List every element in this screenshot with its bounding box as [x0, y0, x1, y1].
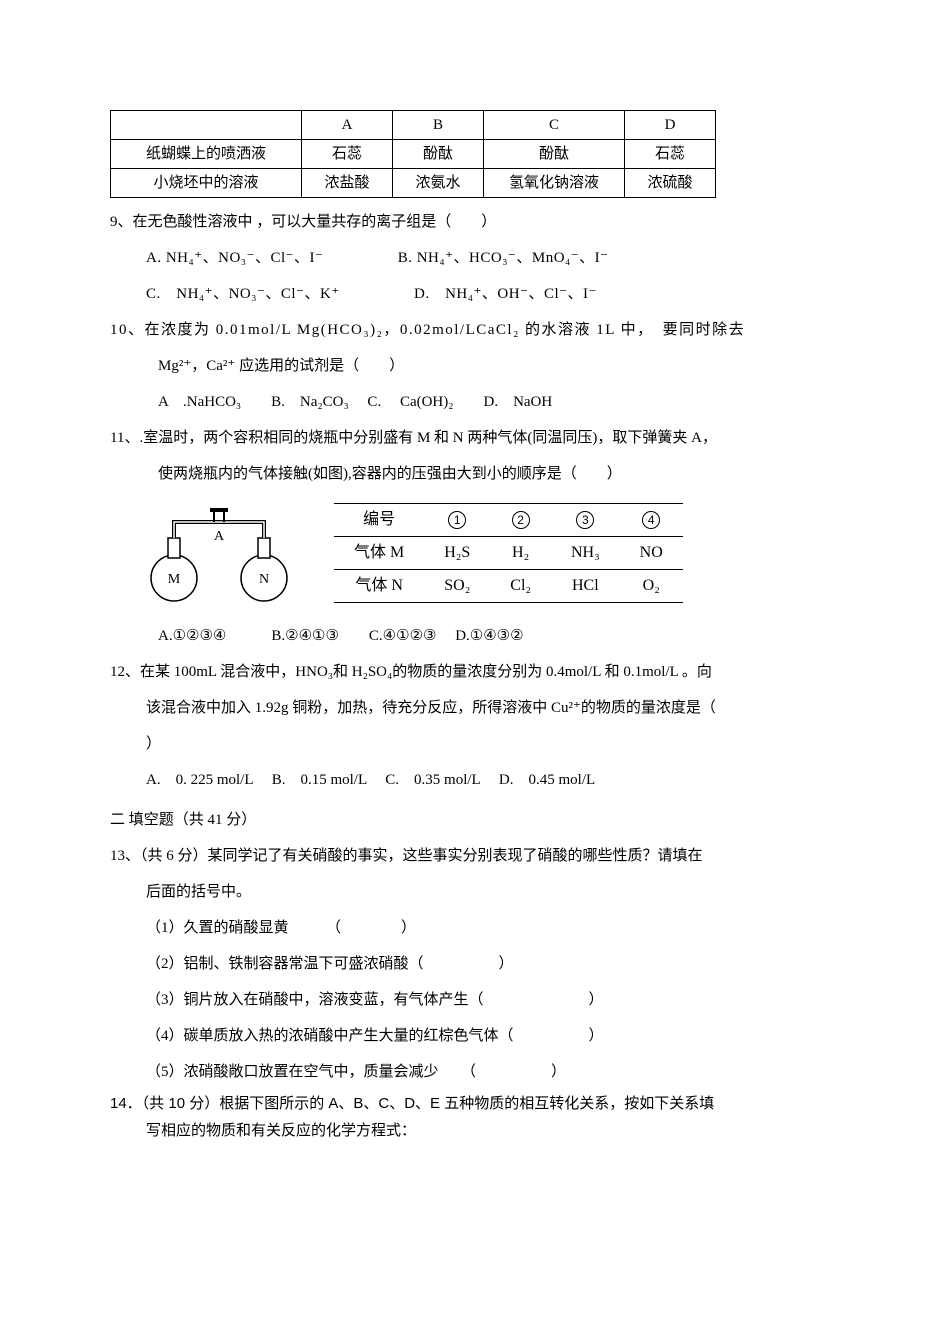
- table-header: [111, 111, 302, 140]
- q13-stem-2: 后面的括号中。: [110, 874, 840, 910]
- table-cell: O₂: [620, 570, 683, 603]
- table-cell: 酚酞: [484, 140, 625, 169]
- table-cell: H₂S: [424, 537, 490, 570]
- q9-opt-c: C. NH₄⁺、NO₃⁻、Cl⁻、K⁺: [146, 286, 340, 302]
- q9-options-row1: A. NH₄⁺、NO₃⁻、Cl⁻、I⁻ B. NH₄⁺、HCO₃⁻、MnO₄⁻、…: [110, 240, 840, 276]
- label-n: N: [259, 572, 269, 587]
- q13-item-2: （2）铝制、铁制容器常温下可盛浓硝酸（ ）: [110, 946, 840, 982]
- q13-item-1: （1）久置的硝酸显黄 （ ）: [110, 910, 840, 946]
- q9-opt-b: B. NH₄⁺、HCO₃⁻、MnO₄⁻、I⁻: [398, 250, 609, 266]
- q11-stem-1: 11、.室温时，两个容积相同的烧瓶中分别盛有 M 和 N 两种气体(同温同压)，…: [110, 420, 840, 456]
- q14-stem-1: 14．（共 10 分）根据下图所示的 A、B、C、D、E 五种物质的相互转化关系…: [110, 1090, 840, 1117]
- table-cell: 小烧坯中的溶液: [111, 169, 302, 198]
- table-cell: NH₃: [551, 537, 620, 570]
- q11-gas-table: 编号 1 2 3 4 气体 M H₂S H₂ NH₃ NO 气体 N SO₂ C…: [334, 503, 683, 603]
- table-cell: 浓盐酸: [302, 169, 393, 198]
- q13-item-3: （3）铜片放入在硝酸中，溶液变蓝，有气体产生（ ）: [110, 982, 840, 1018]
- q12-stem-1: 12、在某 100mL 混合液中，HNO₃和 H₂SO₄的物质的量浓度分别为 0…: [110, 654, 840, 690]
- label-m: M: [168, 572, 181, 587]
- table-cell: 浓氨水: [393, 169, 484, 198]
- table-cell: 3: [551, 504, 620, 537]
- q12-options: A. 0. 225 mol/L B. 0.15 mol/L C. 0.35 mo…: [110, 762, 840, 798]
- q10-stem-2: Mg²⁺，Ca²⁺ 应选用的试剂是（ ）: [110, 348, 840, 384]
- table-cell: 浓硫酸: [625, 169, 716, 198]
- table-header-c: C: [484, 111, 625, 140]
- q9-opt-d: D. NH₄⁺、OH⁻、Cl⁻、I⁻: [414, 286, 597, 302]
- table-header-d: D: [625, 111, 716, 140]
- q13-item-4: （4）碳单质放入热的浓硝酸中产生大量的红棕色气体（ ）: [110, 1018, 840, 1054]
- q13-stem-1: 13、（共 6 分）某同学记了有关硝酸的事实，这些事实分别表现了硝酸的哪些性质？…: [110, 838, 840, 874]
- table-cell: 编号: [334, 504, 424, 537]
- table-cell: SO₂: [424, 570, 490, 603]
- table-cell: 4: [620, 504, 683, 537]
- q11-stem-2: 使两烧瓶内的气体接触(如图),容器内的压强由大到小的顺序是（ ）: [110, 456, 840, 492]
- table-header-a: A: [302, 111, 393, 140]
- q13-item-5: （5）浓硝酸敞口放置在空气中，质量会减少 （ ）: [110, 1054, 840, 1090]
- q11-figure-row: A M N 编号 1 2 3 4 气体 M H₂S H₂ NH₃ NO 气体 N…: [110, 498, 840, 608]
- table-cell: 石蕊: [302, 140, 393, 169]
- table-cell: 2: [490, 504, 551, 537]
- table-cell: 1: [424, 504, 490, 537]
- table-cell: 纸蝴蝶上的喷洒液: [111, 140, 302, 169]
- table-cell: 石蕊: [625, 140, 716, 169]
- table-cell: 气体 M: [334, 537, 424, 570]
- table-cell: 氢氧化钠溶液: [484, 169, 625, 198]
- table-cell: NO: [620, 537, 683, 570]
- apparatus-diagram: A M N: [134, 498, 304, 608]
- q10-stem-1: 10、在浓度为 0.01mol/L Mg(HCO₃)₂，0.02mol/LCaC…: [110, 312, 840, 348]
- label-a: A: [214, 529, 225, 544]
- table-cell: HCl: [551, 570, 620, 603]
- q12-stem-2: 该混合液中加入 1.92g 铜粉，加热，待充分反应，所得溶液中 Cu²⁺的物质的…: [110, 690, 840, 726]
- table-cell: 酚酞: [393, 140, 484, 169]
- q11-options: A.①②③④ B.②④①③ C.④①②③ D.①④③②: [110, 618, 840, 654]
- q9-opt-a: A. NH₄⁺、NO₃⁻、Cl⁻、I⁻: [146, 250, 323, 266]
- q12-stem-3: ）: [110, 726, 840, 762]
- q9-stem: 9、在无色酸性溶液中 ，可以大量共存的离子组是（ ）: [110, 204, 840, 240]
- table-cell: Cl₂: [490, 570, 551, 603]
- options-table: A B C D 纸蝴蝶上的喷洒液 石蕊 酚酞 酚酞 石蕊 小烧坯中的溶液 浓盐酸…: [110, 110, 716, 198]
- table-cell: H₂: [490, 537, 551, 570]
- q10-options: A .NaHCO₃ B. Na₂CO₃ C. Ca(OH)₂ D. NaOH: [110, 384, 840, 420]
- q14-stem-2: 写相应的物质和有关反应的化学方程式：: [110, 1117, 840, 1144]
- table-header-b: B: [393, 111, 484, 140]
- q9-options-row2: C. NH₄⁺、NO₃⁻、Cl⁻、K⁺ D. NH₄⁺、OH⁻、Cl⁻、I⁻: [110, 276, 840, 312]
- table-cell: 气体 N: [334, 570, 424, 603]
- section-2-title: 二 填空题（共 41 分）: [110, 802, 840, 838]
